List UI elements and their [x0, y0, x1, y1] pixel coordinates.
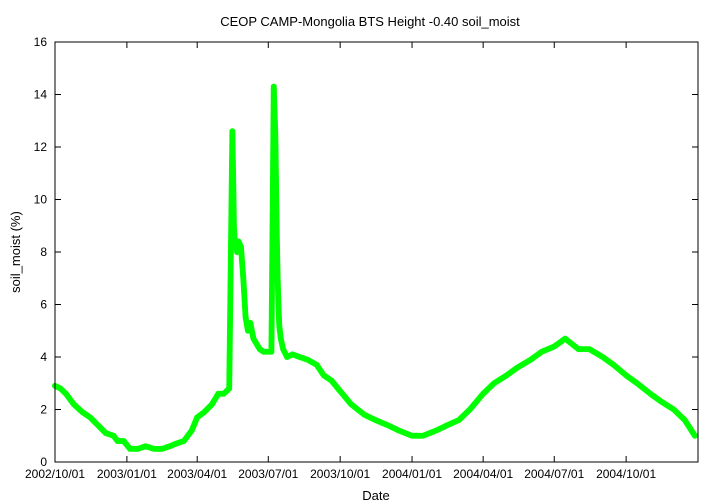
y-tick-label: 2 — [40, 403, 47, 417]
data-point — [691, 432, 698, 439]
x-tick-label: 2004/07/01 — [524, 467, 584, 481]
y-tick-label: 12 — [34, 140, 48, 154]
x-tick-label: 2003/07/01 — [238, 467, 298, 481]
chart-title: CEOP CAMP-Mongolia BTS Height -0.40 soil… — [220, 14, 520, 29]
series-layer — [52, 83, 698, 452]
y-tick-label: 4 — [40, 350, 47, 364]
x-tick-label: 2004/01/01 — [382, 467, 442, 481]
x-tick-label: 2004/10/01 — [596, 467, 656, 481]
y-tick-label: 16 — [34, 35, 48, 49]
x-tick-label: 2003/01/01 — [97, 467, 157, 481]
y-tick-label: 14 — [34, 88, 48, 102]
x-tick-label: 2003/04/01 — [167, 467, 227, 481]
x-tick-label: 2003/10/01 — [310, 467, 370, 481]
x-tick-label: 2002/10/01 — [25, 467, 85, 481]
y-tick-label: 10 — [34, 193, 48, 207]
y-tick-label: 8 — [40, 245, 47, 259]
x-axis-ticks: 2002/10/01 2003/01/01 2003/04/01 2003/07/01… — [25, 42, 656, 481]
x-tick-label: 2004/04/01 — [453, 467, 513, 481]
y-tick-label: 0 — [40, 455, 47, 469]
plot-frame — [54, 41, 699, 463]
x-axis-title: Date — [362, 488, 389, 503]
y-axis-title: soil_moist (%) — [8, 211, 23, 293]
y-tick-label: 6 — [40, 298, 47, 312]
